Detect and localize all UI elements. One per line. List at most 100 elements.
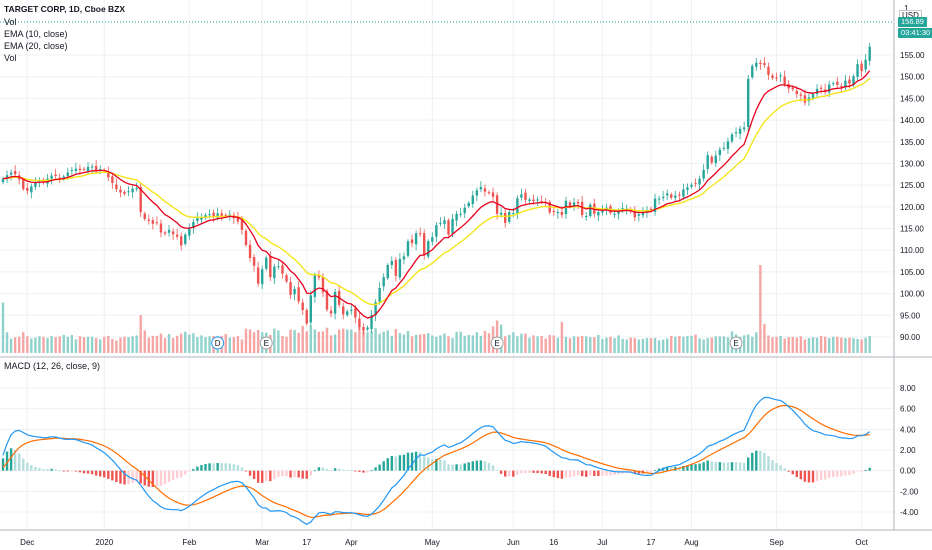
macd-histogram-bar	[192, 469, 195, 471]
macd-histogram-bar	[718, 462, 722, 471]
time-tick-label: Jul	[597, 538, 607, 547]
macd-histogram-bar	[844, 470, 847, 476]
macd-histogram-bar	[767, 456, 770, 471]
legend-vol-2[interactable]: Vol	[4, 53, 17, 63]
volume-bar	[131, 336, 134, 353]
volume-bar	[78, 336, 82, 353]
volume-bar	[127, 337, 130, 353]
volume-bar	[852, 338, 855, 353]
volume-bar	[204, 337, 207, 353]
candle-body	[5, 175, 9, 180]
candle-body	[127, 191, 130, 193]
volume-bar	[354, 332, 357, 353]
candle-body	[208, 214, 211, 216]
volume-bar	[455, 331, 458, 353]
candle-body	[147, 219, 150, 221]
volume-bar	[248, 329, 252, 353]
macd-histogram-bar	[799, 470, 803, 480]
volume-bar	[151, 335, 155, 353]
volume-bar	[479, 335, 483, 353]
volume-bar	[799, 336, 803, 353]
volume-bar	[508, 334, 511, 353]
volume-bar	[617, 335, 620, 353]
volume-bar	[674, 336, 677, 353]
candle-body	[552, 210, 555, 213]
macd-histogram-bar	[431, 459, 434, 471]
candle-body	[418, 233, 422, 235]
volume-bar	[58, 336, 61, 353]
candle-body	[346, 311, 349, 315]
macd-histogram-bar	[803, 470, 807, 482]
candle-body	[747, 78, 750, 127]
volume-bar	[572, 336, 576, 353]
macd-histogram-bar	[398, 455, 402, 471]
macd-histogram-bar	[350, 470, 353, 471]
macd-histogram-bar	[414, 451, 418, 471]
volume-bar	[633, 338, 636, 353]
candle-body	[670, 194, 673, 198]
macd-histogram-bar	[281, 470, 284, 477]
volume-bar	[657, 340, 661, 353]
macd-histogram-bar	[22, 458, 25, 471]
macd-histogram-bar	[585, 470, 588, 477]
legend-macd[interactable]: MACD (12, 26, close, 9)	[4, 361, 101, 371]
legend-ema20[interactable]: EMA (20, close)	[4, 41, 68, 51]
volume-bar	[1, 302, 5, 353]
candle-body	[155, 222, 159, 224]
candle-body	[532, 199, 535, 202]
volume-bar	[309, 325, 312, 353]
candle-body	[244, 230, 248, 246]
macd-histogram-bar	[423, 456, 426, 471]
candle-body	[508, 212, 511, 222]
candle-body	[447, 220, 450, 235]
macd-tick-label: 0.00	[900, 467, 916, 476]
macd-histogram-bar	[74, 470, 78, 472]
macd-pane[interactable]	[1, 396, 871, 525]
macd-histogram-bar	[248, 470, 252, 476]
macd-histogram-bar	[475, 460, 479, 471]
candle-body	[856, 64, 859, 77]
volume-bar	[666, 338, 669, 353]
macd-histogram-bar	[220, 463, 223, 471]
legend-ema10[interactable]: EMA (10, close)	[4, 29, 68, 39]
volume-bar	[645, 338, 649, 353]
macd-histogram-bar	[516, 470, 519, 475]
candle-body	[289, 281, 292, 295]
earnings-marker	[259, 336, 273, 350]
macd-histogram-bar	[787, 470, 790, 472]
volume-bar	[159, 333, 163, 353]
volume-bar	[394, 329, 398, 353]
macd-histogram-bar	[742, 463, 746, 471]
volume-bar	[605, 337, 608, 353]
macd-histogram-bar	[244, 470, 248, 472]
candle-body	[342, 306, 345, 315]
volume-bar	[540, 335, 543, 353]
candle-body	[702, 169, 705, 179]
macd-histogram-bar	[139, 470, 142, 484]
candle-body	[463, 207, 466, 214]
candle-body	[844, 80, 847, 88]
macd-histogram-bar	[293, 470, 296, 478]
macd-histogram-bar	[609, 470, 612, 476]
volume-bar	[281, 335, 284, 353]
macd-histogram-bar	[807, 470, 811, 483]
candle-body	[297, 287, 300, 302]
macd-histogram-bar	[46, 469, 49, 471]
candle-body	[678, 194, 681, 196]
earnings-marker-label: E	[733, 339, 738, 348]
volume-bar	[576, 336, 580, 353]
symbol-title[interactable]: TARGET CORP, 1D, Cboe BZX	[4, 4, 126, 14]
macd-histogram-bar	[580, 470, 584, 477]
candlesticks[interactable]	[1, 42, 871, 336]
candle-body	[451, 218, 454, 234]
legend-vol[interactable]: Vol	[4, 17, 17, 27]
macd-histogram-bar	[633, 470, 636, 474]
volume-bar	[512, 332, 515, 353]
time-tick-label: 2020	[95, 538, 113, 547]
volume-bar	[94, 338, 98, 353]
volume-bar	[759, 265, 762, 353]
macd-histogram-bar	[406, 452, 410, 471]
macd-histogram-bar	[103, 470, 106, 478]
